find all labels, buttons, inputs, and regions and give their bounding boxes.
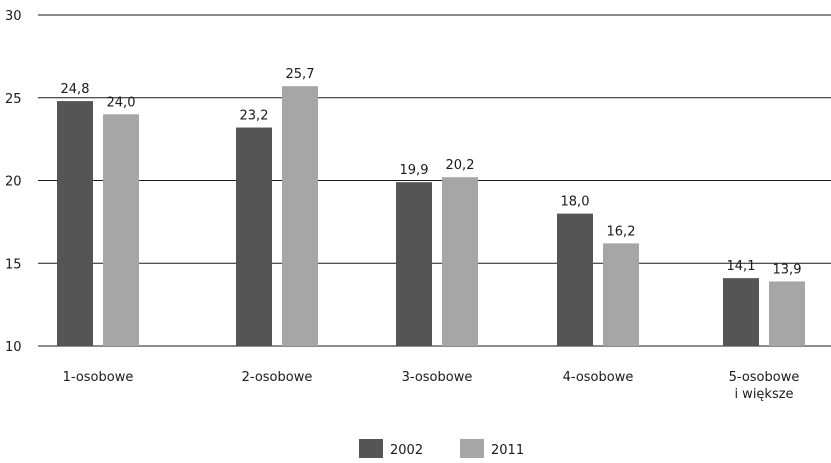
x-tick-label: 1-osobowe	[63, 370, 134, 385]
bar-2002	[396, 182, 432, 346]
data-label: 25,7	[286, 67, 315, 82]
bar-2011	[103, 114, 139, 346]
y-tick-label: 15	[5, 257, 22, 272]
bar-2002	[723, 278, 759, 346]
legend-label: 2002	[390, 443, 423, 458]
bar-2011	[442, 177, 478, 346]
data-label: 20,2	[446, 158, 475, 173]
data-label: 14,1	[727, 259, 756, 274]
x-tick-label: i większe	[734, 387, 793, 402]
bar-2011	[603, 243, 639, 346]
y-tick-label: 30	[5, 9, 22, 24]
data-label: 24,0	[107, 95, 136, 110]
legend: 2002 2011	[359, 439, 524, 458]
bars	[57, 86, 805, 346]
x-tick-label: 2-osobowe	[242, 370, 313, 385]
y-tick-label: 25	[5, 92, 22, 107]
bar-2002	[236, 127, 272, 346]
bar-2011	[282, 86, 318, 346]
data-label: 24,8	[61, 82, 90, 97]
x-tick-label: 3-osobowe	[402, 370, 473, 385]
legend-swatch	[359, 439, 383, 458]
bar-2002	[57, 101, 93, 346]
x-tick-label: 5-osobowe	[729, 370, 800, 385]
data-label: 18,0	[561, 195, 590, 210]
gridlines	[38, 14, 831, 347]
data-label: 13,9	[773, 262, 802, 277]
data-label: 16,2	[607, 224, 636, 239]
data-label: 23,2	[240, 109, 269, 124]
legend-swatch	[460, 439, 484, 458]
legend-label: 2011	[491, 443, 524, 458]
bar-2011	[769, 281, 805, 346]
y-tick-label: 10	[5, 340, 22, 355]
data-label: 19,9	[400, 163, 429, 178]
y-tick-label: 20	[5, 175, 22, 190]
x-tick-label: 4-osobowe	[563, 370, 634, 385]
bar-2002	[557, 213, 593, 346]
